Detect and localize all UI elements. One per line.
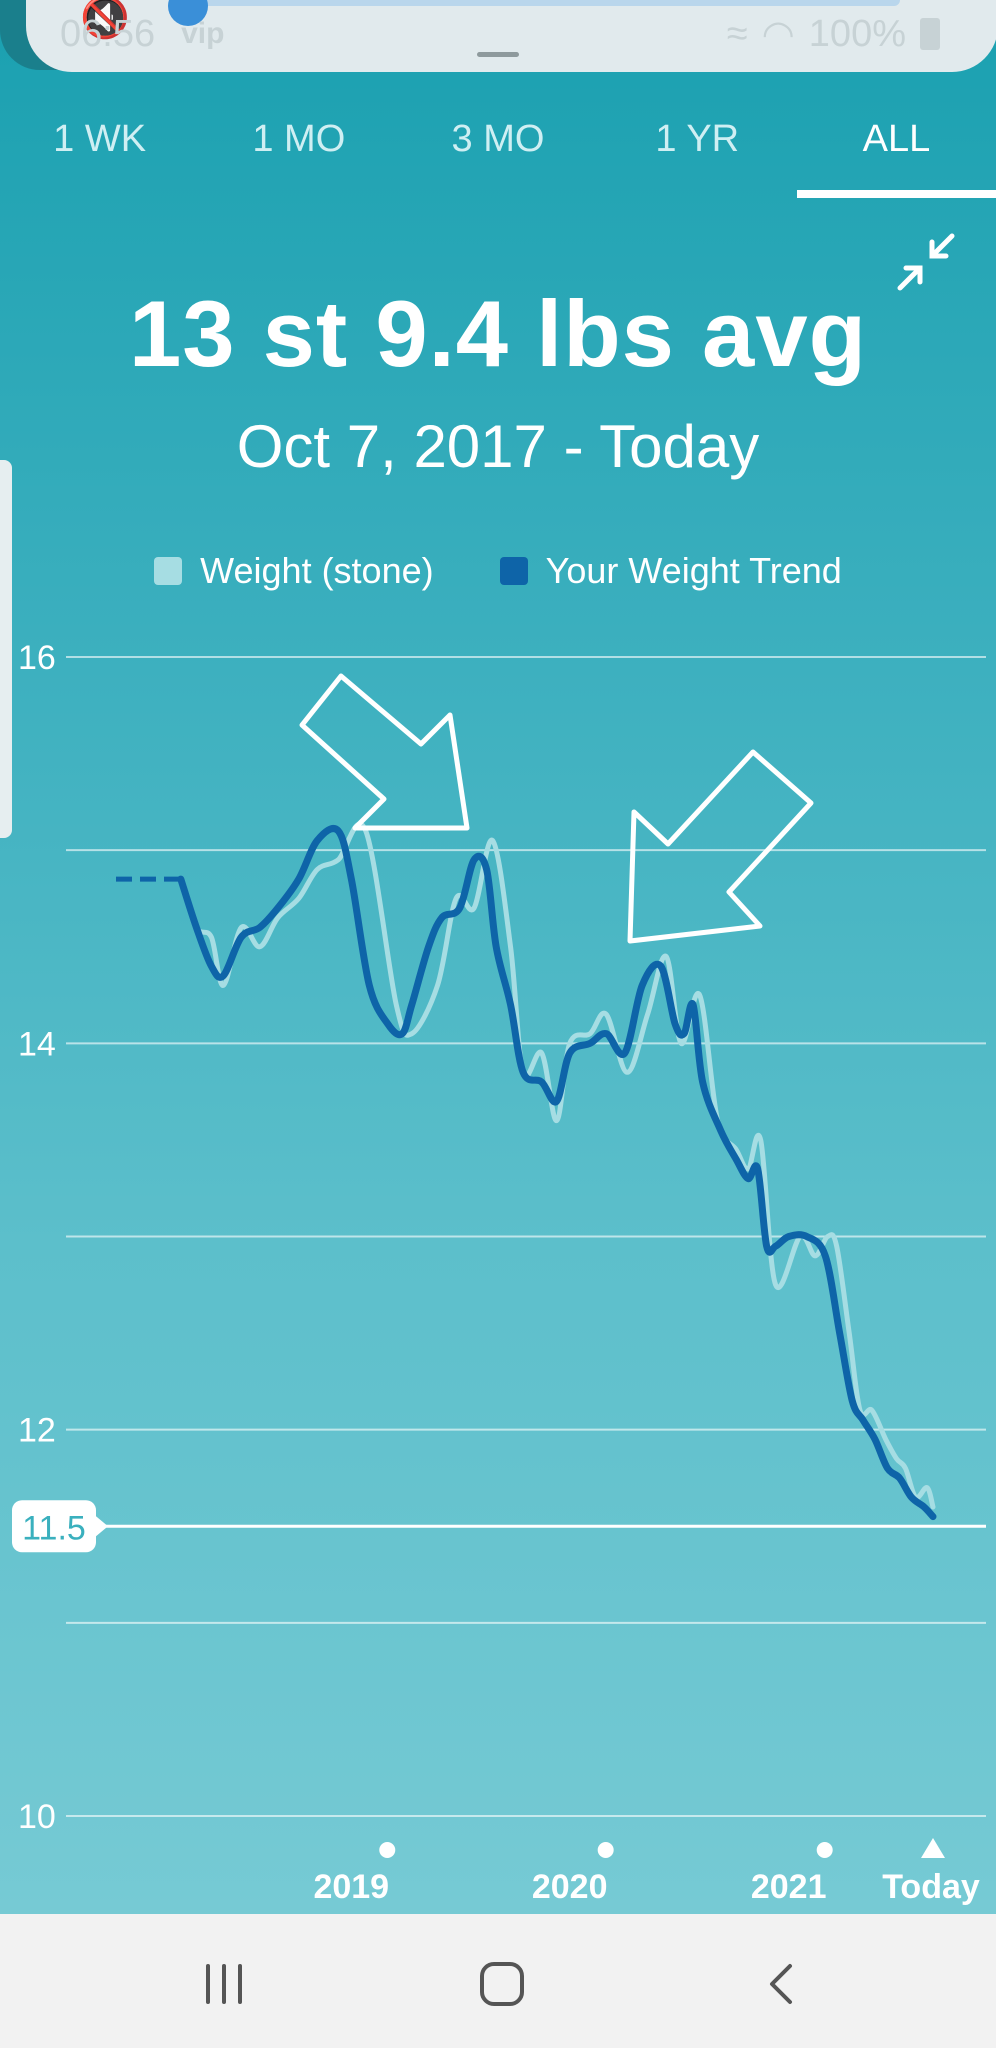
average-weight: 13 st 9.4 lbs avg xyxy=(128,281,868,386)
battery-icon xyxy=(920,18,940,50)
tab-3-month[interactable]: 3 MO xyxy=(451,118,545,160)
goal-label: 11.5 xyxy=(22,1509,86,1547)
navigation-bar xyxy=(0,1914,996,2048)
wifi-icon: ◠ xyxy=(761,13,795,56)
weight-series-line xyxy=(178,821,936,1510)
tab-1-week[interactable]: 1 WK xyxy=(53,118,147,160)
x-tick-dot xyxy=(816,1842,833,1858)
y-tick-label: 10 xyxy=(18,1798,56,1836)
tab-all[interactable]: ALL xyxy=(796,98,996,198)
date-range: Oct 7, 2017 - Today xyxy=(236,413,760,480)
back-icon[interactable] xyxy=(762,1960,802,2008)
x-tick-label: Today xyxy=(882,1868,980,1906)
chart-legend: Weight (stone) Your Weight Trend xyxy=(0,550,996,592)
status-bar: 06:56 vip ≈ ◠ 100% xyxy=(60,12,940,56)
recent-apps-icon[interactable] xyxy=(200,1960,248,2008)
x-tick-label: 2020 xyxy=(532,1868,608,1906)
x-tick-dot xyxy=(597,1842,614,1858)
goal-badge-pointer xyxy=(96,1516,108,1537)
x-tick-label: 2019 xyxy=(313,1868,389,1906)
edge-panel-handle[interactable] xyxy=(0,460,12,838)
legend-label-trend: Your Weight Trend xyxy=(545,550,842,591)
status-right: ≈ ◠ 100% xyxy=(727,12,940,57)
weight-chart[interactable]: 16 14 12 10 2019 2020 2021 Today 11.5 xyxy=(0,0,996,1914)
annotation-arrow xyxy=(627,749,814,944)
annotation-arrow xyxy=(299,673,470,831)
tab-1-month[interactable]: 1 MO xyxy=(252,118,346,160)
y-tick-label: 16 xyxy=(18,639,56,677)
battery-percent: 100% xyxy=(808,12,906,55)
time-range-tabs: 1 WK 1 MO 3 MO 1 YR ALL xyxy=(0,98,996,198)
status-time: 06:56 xyxy=(60,12,156,55)
vibrate-icon: ≈ xyxy=(726,12,748,55)
x-tick-label: 2021 xyxy=(751,1868,827,1906)
trend-series-line xyxy=(177,825,937,1521)
y-tick-label: 12 xyxy=(18,1412,56,1450)
x-tick-dot xyxy=(379,1842,396,1858)
status-vip-label: vip xyxy=(181,17,225,50)
home-icon[interactable] xyxy=(478,1960,526,2008)
shade-handle[interactable] xyxy=(477,52,519,57)
legend-weight[interactable]: Weight (stone) xyxy=(154,550,434,592)
tab-1-year[interactable]: 1 YR xyxy=(655,118,740,160)
collapse-icon[interactable] xyxy=(896,232,956,292)
legend-label-weight: Weight (stone) xyxy=(200,550,434,591)
y-tick-label: 14 xyxy=(18,1025,56,1063)
legend-trend[interactable]: Your Weight Trend xyxy=(499,550,842,592)
app-screen: 🔇 06:56 vip ≈ ◠ 100% 1 WK 1 MO 3 MO 1 YR… xyxy=(0,0,996,1914)
legend-swatch-weight xyxy=(154,557,183,585)
legend-swatch-trend xyxy=(499,557,528,585)
volume-slider-track[interactable] xyxy=(190,0,900,6)
today-marker-icon xyxy=(921,1838,945,1858)
goal-badge xyxy=(12,1500,96,1553)
